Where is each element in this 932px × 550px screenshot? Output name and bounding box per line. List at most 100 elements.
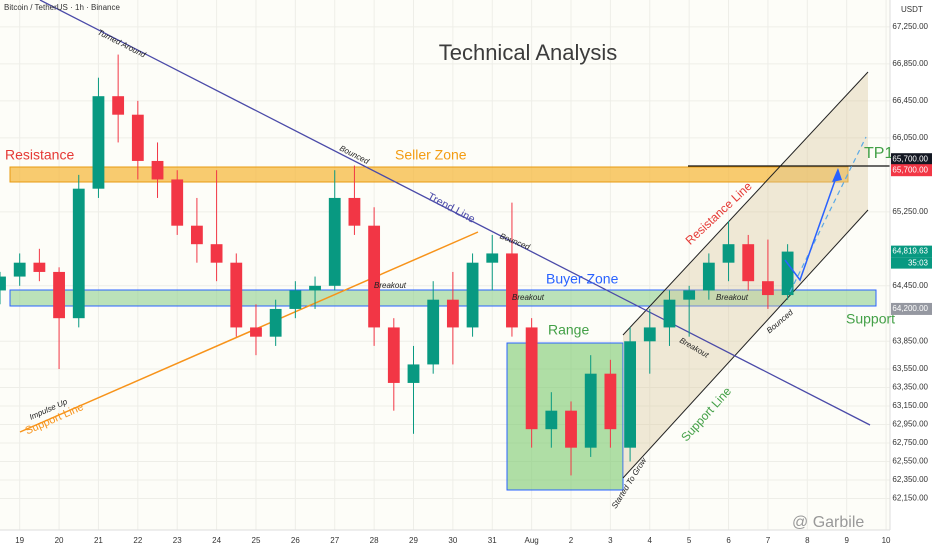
y-tick-label: 66,450.00 xyxy=(892,96,928,105)
x-tick-label: 10 xyxy=(882,536,891,545)
annotation: Buyer Zone xyxy=(546,271,619,287)
candle-body xyxy=(53,271,65,319)
annotation: TP1 xyxy=(864,145,893,162)
candle-body xyxy=(368,225,381,328)
x-tick-label: 23 xyxy=(173,536,182,545)
candles xyxy=(0,54,794,476)
support-line xyxy=(622,209,869,479)
y-tick-label: 63,350.00 xyxy=(892,383,928,392)
currency: USDT xyxy=(901,5,923,14)
x-tick-label: Aug xyxy=(525,536,539,545)
x-tick-label: 7 xyxy=(766,536,771,545)
candle-body xyxy=(702,262,715,291)
x-tick-label: 31 xyxy=(488,536,497,545)
annotation: Range xyxy=(548,322,589,338)
candle-body xyxy=(643,327,656,342)
candle-body xyxy=(151,160,164,180)
candle-body xyxy=(545,410,558,430)
y-tick-label: 62,950.00 xyxy=(892,420,928,429)
annotation: Seller Zone xyxy=(395,147,467,163)
candle-body xyxy=(506,253,518,328)
candle-body xyxy=(486,253,499,263)
x-tick-label: 30 xyxy=(448,536,457,545)
candle-body xyxy=(348,197,361,226)
y-tick-label: 62,350.00 xyxy=(892,475,928,484)
x-tick-label: 2 xyxy=(569,536,574,545)
x-tick-label: 4 xyxy=(648,536,653,545)
candle-body xyxy=(663,299,676,328)
candle-body xyxy=(525,327,538,430)
grid xyxy=(0,0,890,530)
x-tick-label: 24 xyxy=(212,536,221,545)
y-tick-label: 66,050.00 xyxy=(892,133,928,142)
candle-body xyxy=(72,188,85,319)
price-axis xyxy=(890,0,932,550)
x-tick-label: 28 xyxy=(370,536,379,545)
source: Bitcoin / TetherUS · 1h · Binance xyxy=(4,3,120,12)
x-tick-label: 25 xyxy=(252,536,261,545)
candle-body xyxy=(269,308,282,337)
x-tick-label: 19 xyxy=(15,536,24,545)
watermark: @ Garbile xyxy=(792,514,864,531)
candle-body xyxy=(92,96,105,189)
x-tick-label: 8 xyxy=(805,536,810,545)
candle-body xyxy=(427,299,440,365)
y-tick-label: 62,550.00 xyxy=(892,457,928,466)
y-tick-label: 67,250.00 xyxy=(892,22,928,31)
candle-body xyxy=(190,225,203,245)
y-tick-label: 63,150.00 xyxy=(892,401,928,410)
price-tag xyxy=(891,245,932,258)
x-tick-label: 20 xyxy=(55,536,64,545)
candle-body xyxy=(446,299,459,328)
candle-body xyxy=(762,281,774,296)
annotation: Resistance xyxy=(5,147,74,163)
orange-support-line xyxy=(19,231,479,433)
candle-body xyxy=(328,197,341,286)
candle-body xyxy=(230,262,243,328)
x-tick-label: 26 xyxy=(291,536,300,545)
candle-body xyxy=(0,276,6,291)
candle-body xyxy=(210,244,223,263)
price-tag xyxy=(891,153,932,166)
price-tag-label: 64,200.00 xyxy=(892,304,928,313)
x-tick-label: 21 xyxy=(94,536,103,545)
candle-body xyxy=(722,244,735,263)
candle-body xyxy=(781,251,794,296)
price-tag xyxy=(891,302,932,315)
countdown-tag xyxy=(891,257,932,269)
x-tick-label: 29 xyxy=(409,536,418,545)
chart-title: Technical Analysis xyxy=(439,40,618,65)
countdown: 35:03 xyxy=(908,259,929,268)
candle-body xyxy=(13,262,26,277)
candle-body xyxy=(309,285,321,291)
candle-body xyxy=(171,179,184,226)
candle-body xyxy=(683,290,696,300)
price-tag-label: 65,700.00 xyxy=(892,165,928,174)
y-tick-label: 63,850.00 xyxy=(892,336,928,345)
time-axis xyxy=(0,530,890,550)
trend-line xyxy=(39,0,871,426)
x-tick-label: 9 xyxy=(844,536,849,545)
x-tick-label: 6 xyxy=(726,536,731,545)
candle-body xyxy=(584,373,597,448)
candle-body xyxy=(565,410,577,448)
price-tag-label: 65,700.00 xyxy=(892,154,928,163)
y-tick-label: 62,750.00 xyxy=(892,438,928,447)
candle-body xyxy=(131,114,144,161)
candle-body xyxy=(112,96,125,115)
candle-body xyxy=(466,262,479,328)
candle-body xyxy=(624,341,636,448)
resistance-line xyxy=(622,71,869,336)
y-tick-label: 62,150.00 xyxy=(892,494,928,503)
candle-body xyxy=(407,364,420,383)
x-tick-label: 22 xyxy=(133,536,142,545)
y-tick-label: 66,850.00 xyxy=(892,59,928,68)
projection-dashed xyxy=(789,136,867,293)
annotation: Breakout xyxy=(716,293,749,302)
x-tick-label: 5 xyxy=(687,536,692,545)
price-tag xyxy=(891,164,932,177)
buyer-zone xyxy=(9,289,877,307)
candle-body xyxy=(289,290,302,309)
